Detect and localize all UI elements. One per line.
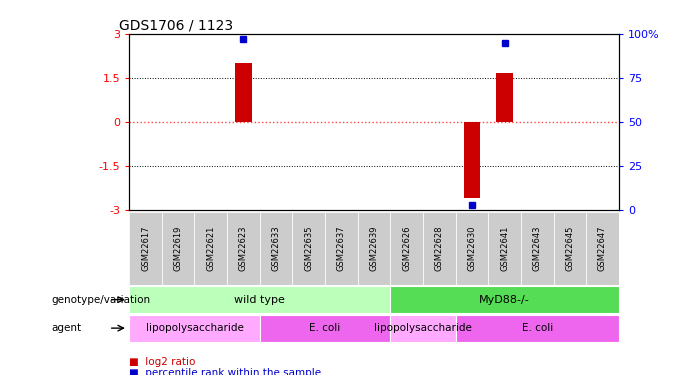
- Text: GSM22633: GSM22633: [271, 225, 281, 271]
- Text: GSM22635: GSM22635: [304, 225, 313, 271]
- Text: GSM22626: GSM22626: [402, 225, 411, 271]
- Text: GSM22617: GSM22617: [141, 225, 150, 271]
- Bar: [292, 211, 325, 285]
- Bar: [390, 315, 456, 342]
- Bar: [390, 286, 619, 313]
- Text: GSM22639: GSM22639: [369, 225, 379, 271]
- Bar: [235, 63, 252, 122]
- Bar: [260, 211, 292, 285]
- Bar: [586, 211, 619, 285]
- Bar: [423, 211, 456, 285]
- Text: GDS1706 / 1123: GDS1706 / 1123: [120, 19, 233, 33]
- Bar: [129, 211, 162, 285]
- Text: GSM22628: GSM22628: [435, 225, 444, 271]
- Bar: [488, 211, 521, 285]
- Text: GSM22621: GSM22621: [206, 225, 216, 271]
- Bar: [325, 211, 358, 285]
- Text: GSM22637: GSM22637: [337, 225, 346, 271]
- Text: MyD88-/-: MyD88-/-: [479, 295, 530, 304]
- Text: wild type: wild type: [235, 295, 285, 304]
- Bar: [496, 74, 513, 122]
- Bar: [129, 315, 260, 342]
- Bar: [456, 211, 488, 285]
- Text: ■  log2 ratio: ■ log2 ratio: [129, 357, 196, 367]
- Text: E. coli: E. coli: [522, 323, 553, 333]
- Text: agent: agent: [51, 323, 81, 333]
- Text: genotype/variation: genotype/variation: [51, 295, 150, 304]
- Text: GSM22623: GSM22623: [239, 225, 248, 271]
- Text: GSM22645: GSM22645: [565, 225, 575, 271]
- Text: GSM22619: GSM22619: [173, 225, 183, 271]
- Bar: [260, 315, 390, 342]
- Bar: [162, 211, 194, 285]
- Text: lipopolysaccharide: lipopolysaccharide: [374, 323, 472, 333]
- Bar: [464, 122, 480, 198]
- Text: E. coli: E. coli: [309, 323, 341, 333]
- Bar: [358, 211, 390, 285]
- Bar: [521, 211, 554, 285]
- Text: ■  percentile rank within the sample: ■ percentile rank within the sample: [129, 369, 322, 375]
- Text: GSM22643: GSM22643: [532, 225, 542, 271]
- Text: GSM22641: GSM22641: [500, 225, 509, 271]
- Text: GSM22630: GSM22630: [467, 225, 477, 271]
- Bar: [194, 211, 227, 285]
- Bar: [129, 286, 390, 313]
- Text: GSM22647: GSM22647: [598, 225, 607, 271]
- Bar: [554, 211, 586, 285]
- Bar: [456, 315, 619, 342]
- Text: lipopolysaccharide: lipopolysaccharide: [146, 323, 243, 333]
- Bar: [390, 211, 423, 285]
- Bar: [227, 211, 260, 285]
